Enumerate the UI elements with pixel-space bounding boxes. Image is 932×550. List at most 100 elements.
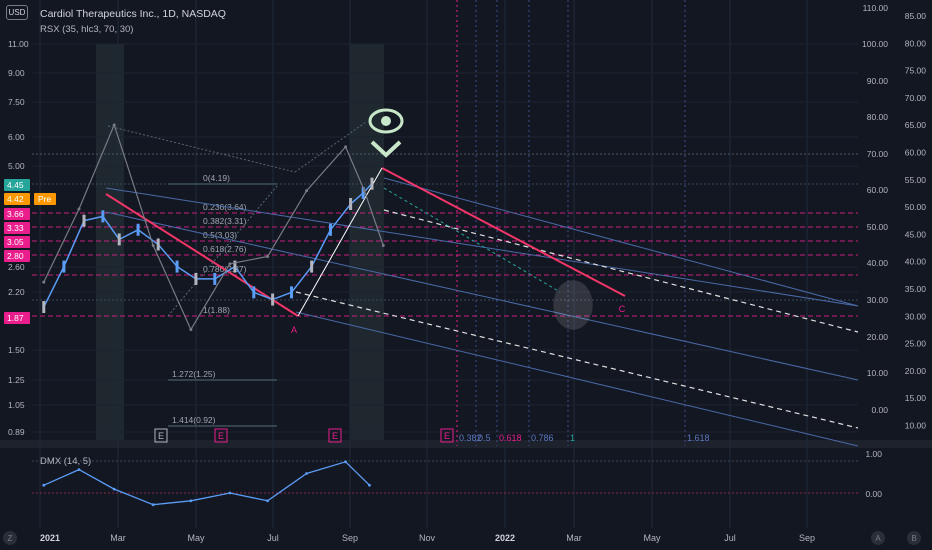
price-candle: [156, 238, 160, 251]
price-candle: [349, 198, 353, 211]
time-axis-label: Nov: [419, 533, 436, 543]
right-axis-tick: 75.00: [905, 66, 927, 76]
rsx-axis-tick: 10.00: [867, 368, 889, 378]
trend-channels: [105, 167, 859, 447]
rsx-axis-tick: 70.00: [867, 149, 889, 159]
channel-line: [383, 177, 859, 307]
wave-label-c: C: [619, 304, 626, 314]
target-ellipse: [553, 280, 593, 330]
price-candle: [82, 214, 86, 227]
price-candle: [136, 223, 140, 236]
fib-time-label: 1.618: [687, 433, 710, 443]
fib-time-label: 1: [570, 433, 575, 443]
fib-level-label: 0.618(2.76): [203, 244, 247, 254]
price-candle: [310, 260, 314, 273]
wave-line-a: [105, 193, 299, 317]
rsx-point: [266, 255, 270, 259]
scale-button: [3, 531, 17, 545]
rsx-point: [151, 244, 155, 248]
fib-time-label: 0.786: [531, 433, 554, 443]
right-axis-tick: 15.00: [905, 393, 927, 403]
rsx-point: [228, 262, 232, 266]
dmx-point: [228, 491, 232, 495]
right-axis-tick: 10.00: [905, 421, 927, 431]
left-axis-tick: 1.25: [8, 375, 25, 385]
price-candle: [117, 233, 121, 246]
fib-level-label: 0(4.19): [203, 173, 230, 183]
rsx-divergence: [294, 121, 367, 173]
earnings-flag-text: E: [444, 431, 450, 441]
time-axis-label: 2022: [495, 533, 515, 543]
earnings-flag-text: E: [332, 431, 338, 441]
rsx-axis-tick: 0.00: [871, 405, 888, 415]
right-axis-tick: 30.00: [905, 311, 927, 321]
price-candle: [42, 301, 46, 314]
rsx-axis-tick: 20.00: [867, 332, 889, 342]
pre-market-text: Pre: [38, 194, 52, 204]
right-axis-tick: 35.00: [905, 284, 927, 294]
rsx-axis-tick: 80.00: [867, 112, 889, 122]
dmx-axis-tick: 0.00: [865, 489, 882, 499]
rsx-axis-tick: 100.00: [862, 39, 888, 49]
dmx-point: [42, 483, 46, 487]
rsx-point: [362, 189, 366, 193]
time-axis-bg: [0, 528, 932, 550]
channel-line: [295, 311, 859, 447]
time-axis-label: Mar: [110, 533, 126, 543]
time-axis-label: May: [643, 533, 661, 543]
price-candle: [361, 186, 365, 199]
chevron-down-icon: [370, 140, 402, 158]
time-axis-label: Sep: [799, 533, 815, 543]
rsx-axis-tick: 40.00: [867, 258, 889, 268]
eye-icon: [368, 108, 404, 158]
rsx-divergence: [107, 125, 296, 173]
earnings-flag: [214, 428, 228, 443]
price-candle: [370, 177, 374, 190]
rsx-axis-tick: 50.00: [867, 222, 889, 232]
time-axis-label: Jul: [267, 533, 279, 543]
rsx-axis-tick: 90.00: [867, 76, 889, 86]
eye-pupil: [381, 116, 391, 126]
wave-abc: [297, 167, 383, 317]
rsx-point: [189, 328, 193, 332]
channel-line: [105, 211, 859, 381]
dmx-point: [77, 468, 81, 471]
price-badge: [4, 179, 30, 191]
time-axis-label: Sep: [342, 533, 358, 543]
right-axis-tick: 40.00: [905, 257, 927, 267]
left-axis-tick: 7.50: [8, 97, 25, 107]
right-axis-tick: 60.00: [905, 148, 927, 158]
right-axis-tick: 20.00: [905, 366, 927, 376]
price-candle: [101, 210, 105, 223]
price-badge-text: 3.66: [7, 209, 24, 219]
right-axis-tick: 25.00: [905, 339, 927, 349]
dmx-point: [344, 460, 347, 464]
scale-button-label: A: [875, 534, 881, 543]
fib-time-label: 0.382: [459, 433, 482, 443]
eye-outline: [368, 108, 404, 134]
fib-level-label: 0.5(3.03): [203, 230, 237, 240]
rsx-point: [112, 123, 116, 127]
price-candle: [194, 272, 198, 285]
price-candle: [252, 286, 256, 299]
rsx-legend: RSX (35, hlc3, 70, 30): [40, 24, 134, 35]
time-axis-label: Mar: [566, 533, 582, 543]
dmx-axis-tick: 1.00: [865, 449, 882, 459]
fib-level-label: 1(1.88): [203, 305, 230, 315]
right-axis-tick: 45.00: [905, 229, 927, 239]
projection-dotted: [383, 187, 561, 293]
projection-dashed: [383, 209, 859, 333]
price-badge-text: 3.05: [7, 237, 24, 247]
rsx-axis-tick: 60.00: [867, 185, 889, 195]
currency-badge[interactable]: USD: [6, 5, 28, 20]
time-axis-label: 2021: [40, 533, 60, 543]
rsx-point: [381, 244, 385, 248]
rsx-point: [344, 145, 348, 149]
earnings-flag: [440, 428, 454, 443]
price-candle: [328, 223, 332, 236]
price-candle: [290, 286, 294, 299]
chart-title: Cardiol Therapeutics Inc., 1D, NASDAQ: [40, 8, 226, 20]
right-axis-tick: 50.00: [905, 202, 927, 212]
